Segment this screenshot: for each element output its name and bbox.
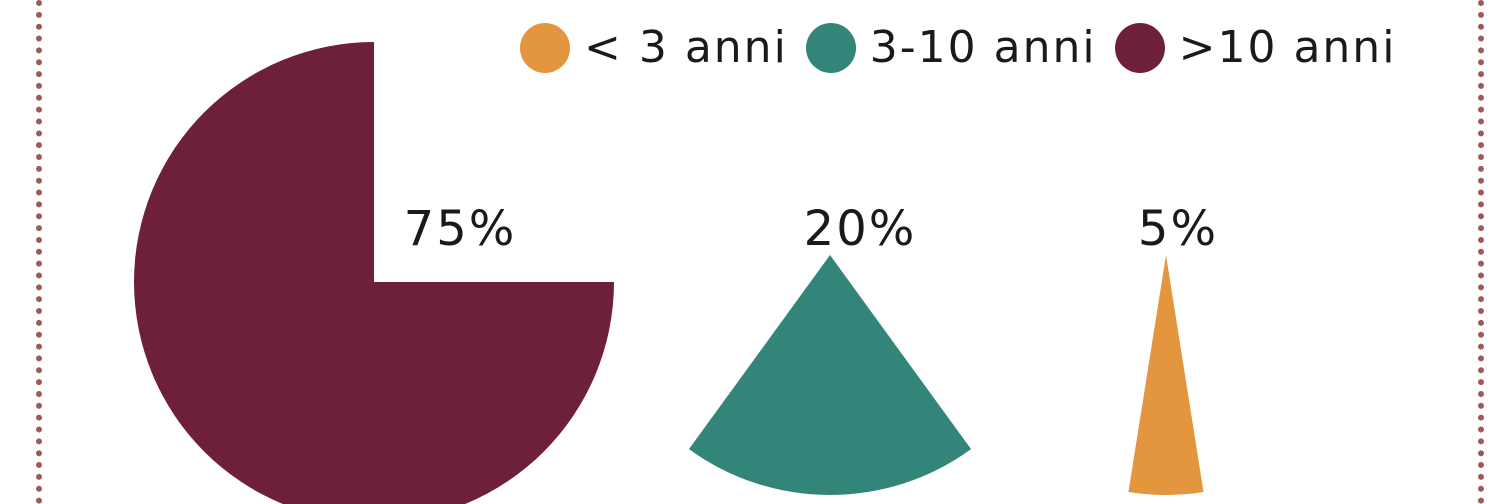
legend-item-lt3: < 3 anni — [520, 22, 788, 73]
legend-label-3to10: 3-10 anni — [869, 22, 1097, 73]
legend-swatch-lt3 — [520, 22, 570, 73]
slice-3to10 — [688, 255, 972, 496]
left-dotted-border — [36, 0, 42, 504]
legend-item-gt10: >10 anni — [1114, 22, 1397, 73]
legend-label-gt10: >10 anni — [1178, 22, 1397, 73]
legend-label-lt3: < 3 anni — [584, 22, 788, 73]
slice-lt3-label: 5% — [1138, 201, 1218, 257]
legend-swatch-3to10 — [805, 22, 856, 73]
slice-gt10 — [134, 42, 614, 504]
slice-lt3 — [1128, 255, 1204, 496]
chart-legend: < 3 anni 3-10 anni >10 anni — [520, 22, 1414, 73]
legend-item-3to10: 3-10 anni — [805, 22, 1097, 73]
right-dotted-border — [1478, 0, 1484, 504]
legend-swatch-gt10 — [1114, 22, 1165, 73]
slice-gt10-label: 75% — [404, 201, 517, 257]
slice-3to10-label: 20% — [804, 201, 917, 257]
